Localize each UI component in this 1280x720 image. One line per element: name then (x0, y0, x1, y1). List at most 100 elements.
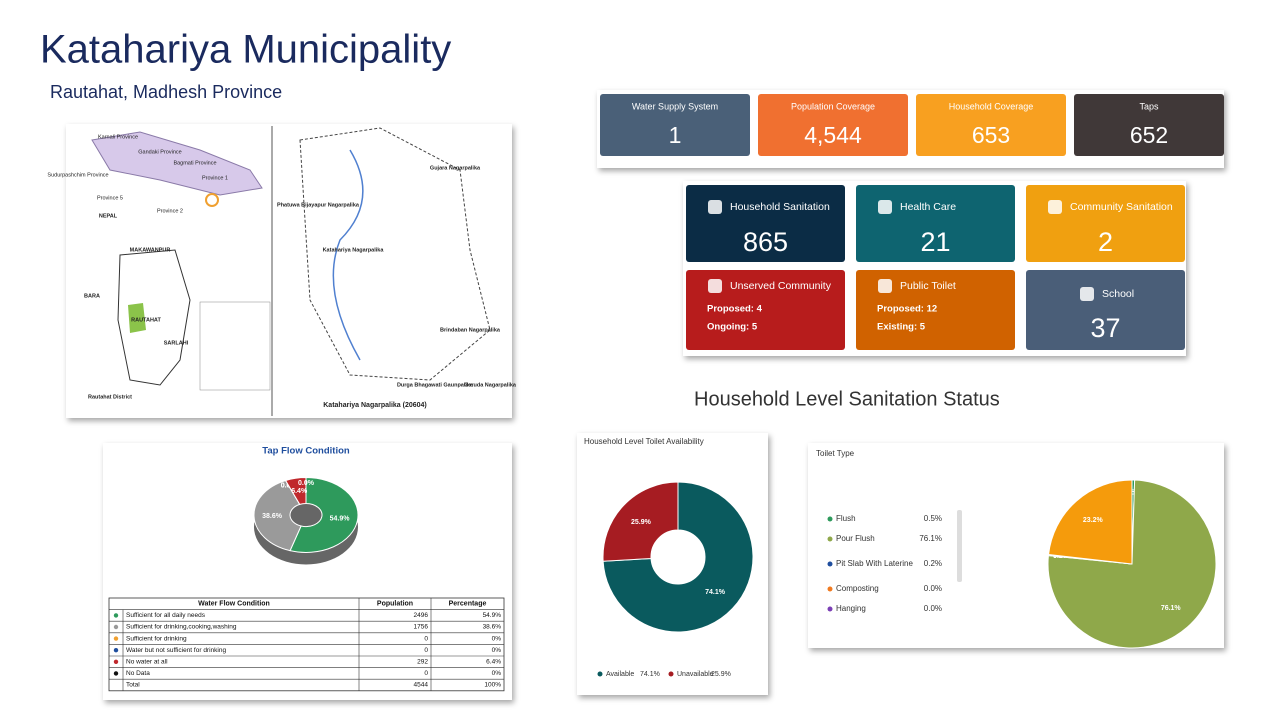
card-value: 37 (1090, 313, 1120, 343)
sanitation-card (856, 185, 1015, 262)
legend-label: Pit Slab With Laterine (836, 559, 913, 568)
map-label: Sudurpashchim Province (47, 172, 108, 178)
slice-label: 6.4% (291, 488, 308, 495)
pie-slice (1047, 479, 1217, 649)
row-dot (113, 636, 119, 641)
map-label: Phatuwa Bijayapur Nagarpalika (277, 202, 360, 208)
legend-dot (827, 561, 833, 567)
legend-label: Flush (836, 514, 856, 523)
table-cell: 0% (492, 635, 502, 642)
legend-value: 76.1% (919, 534, 942, 543)
map-label: Katahariya Nagarpalika (20604) (323, 402, 427, 409)
card-icon (878, 279, 892, 293)
card-value: 865 (743, 227, 788, 257)
sanitation-card (856, 270, 1015, 350)
stat-label: Taps (1139, 101, 1159, 111)
table-cell: 4544 (414, 682, 429, 689)
card-label: Public Toilet (900, 280, 956, 292)
slice-label: 76.1% (1161, 605, 1182, 612)
slice-label: 74.1% (705, 589, 726, 596)
map-label: BARA (84, 293, 100, 299)
row-dot (113, 659, 119, 664)
map-label: SARLAHI (164, 340, 189, 346)
table-cell: 54.9% (483, 612, 502, 619)
chart-title: Toilet Type (816, 449, 855, 458)
legend-dot (597, 671, 603, 677)
stat-card (916, 94, 1066, 156)
stat-card (758, 94, 908, 156)
map-label: Rautahat District (88, 394, 132, 400)
legend-scrollbar (957, 510, 962, 582)
row-dot (113, 624, 119, 630)
legend-value: 0.5% (924, 514, 942, 523)
stat-label: Household Coverage (949, 101, 1034, 111)
stat-value: 4,544 (804, 122, 862, 148)
table-cell: Water but not sufficient for drinking (126, 647, 226, 654)
table-cell: 100% (484, 682, 501, 689)
map-label: Province 1 (202, 175, 228, 181)
slice-label: 54.9% (330, 516, 351, 523)
map-label: Katahariya Nagarpalika (323, 247, 385, 253)
district-highlight (128, 303, 146, 333)
map-legend (199, 301, 271, 391)
section-title: Household Level Sanitation Status (694, 388, 1000, 410)
table-cell: Sufficient for all daily needs (126, 612, 206, 619)
map-label: Gandaki Province (138, 149, 181, 155)
map-label: Bagmati Province (173, 160, 216, 166)
legend-value: 74.1% (640, 671, 660, 678)
pie-slice (602, 481, 679, 562)
chart-title: Household Level Toilet Availability (584, 437, 704, 446)
pie-slice (253, 479, 302, 552)
card-value: 21 (920, 227, 950, 257)
legend-value: 0.0% (924, 584, 942, 593)
card-icon (1080, 287, 1094, 301)
card-label: Unserved Community (730, 280, 832, 292)
legend-label: Pour Flush (836, 534, 875, 543)
map-label: Karnali Province (98, 134, 138, 140)
table-header: Percentage (449, 601, 487, 608)
stat-value: 653 (972, 122, 1010, 148)
row-dot (113, 613, 119, 618)
slice-label: 25.9% (631, 519, 652, 526)
map-label: Durga Bhagawati Gaunpalika (397, 382, 474, 388)
card-line: Existing: 5 (877, 322, 926, 333)
chart-title: Tap Flow Condition (262, 446, 350, 457)
page-subtitle: Rautahat, Madhesh Province (50, 82, 282, 102)
table-cell: 1756 (414, 624, 429, 631)
card-value: 2 (1098, 227, 1113, 257)
table-cell: 0 (424, 635, 428, 642)
map-label: Province 2 (157, 208, 183, 214)
municipality-shape (299, 127, 491, 381)
slice-label: 0.0% (298, 480, 315, 487)
table-header: Water Flow Condition (198, 601, 270, 608)
table-cell: No Data (126, 670, 150, 677)
slice-label: 0.2% (1053, 553, 1070, 560)
stat-value: 652 (1130, 122, 1168, 148)
legend-value: 0.0% (924, 604, 942, 613)
sanitation-card (686, 270, 845, 350)
card-line: Proposed: 12 (877, 304, 937, 315)
map-label: Garuda Nagarpalika (464, 382, 517, 388)
card-label: Household Sanitation (730, 201, 830, 213)
legend-dot (827, 606, 833, 612)
table-cell: 6.4% (486, 659, 501, 666)
table-cell: Total (126, 682, 140, 689)
map-label: Province 5 (97, 195, 123, 201)
table-cell: 292 (417, 659, 428, 666)
legend-dot (827, 586, 833, 592)
nepal-shape (91, 131, 263, 196)
sanitation-card (686, 185, 845, 262)
table-cell: 0% (492, 647, 502, 654)
table-cell: 38.6% (483, 624, 502, 631)
card-label: Health Care (900, 201, 956, 213)
card-icon (878, 200, 892, 214)
card-icon (708, 279, 722, 293)
page-title: Katahariya Municipality (40, 28, 451, 72)
legend-label: Unavailable (677, 671, 714, 678)
card-label: School (1102, 288, 1134, 300)
card-line: Ongoing: 5 (707, 322, 758, 333)
table-cell: 0 (424, 670, 428, 677)
slice-label: 23.2% (1083, 517, 1104, 524)
legend-dot (827, 516, 833, 522)
